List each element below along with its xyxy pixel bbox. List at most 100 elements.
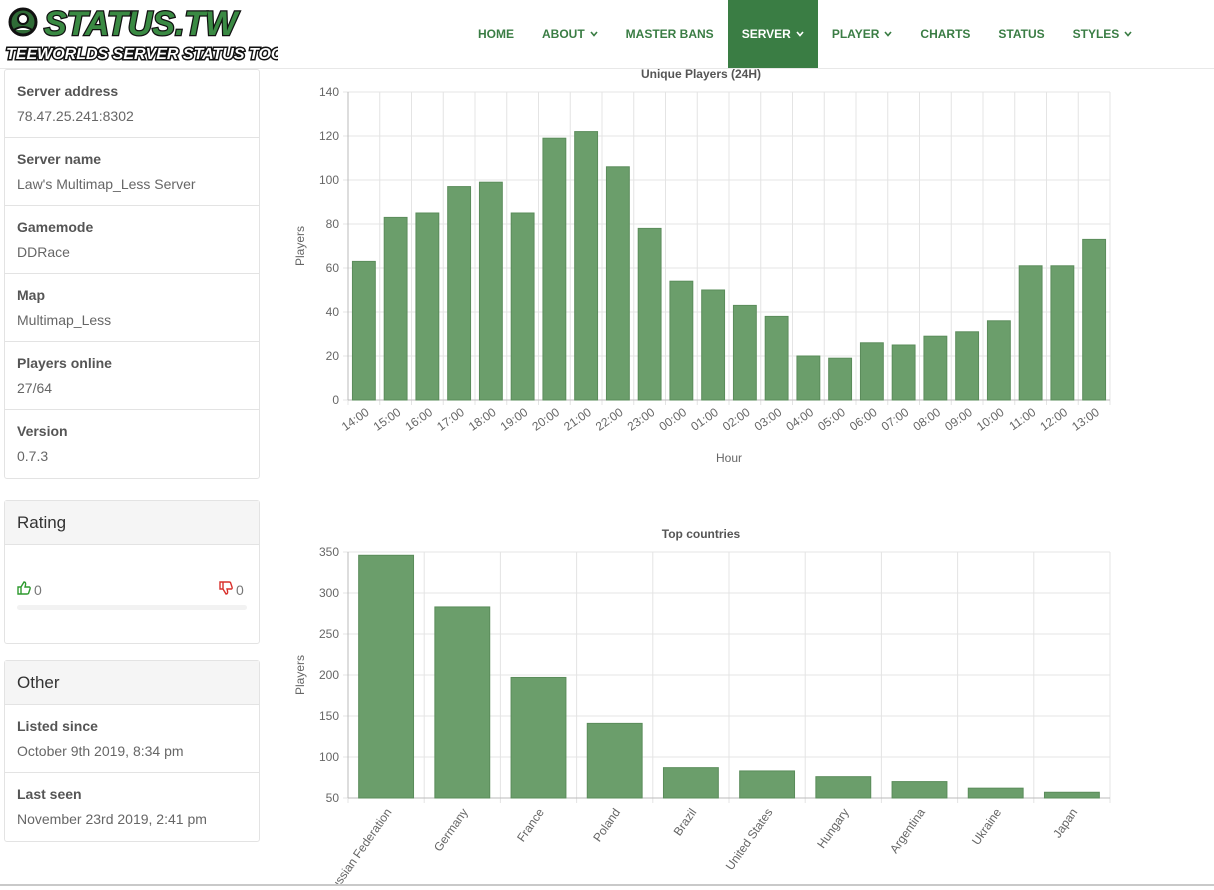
x-tick-label: 05:00 — [815, 405, 848, 434]
bar — [859, 342, 884, 401]
info-label: Last seen — [17, 786, 82, 802]
info-value: Law's Multimap_Less Server — [17, 176, 196, 192]
x-tick-label: 16:00 — [402, 405, 435, 434]
x-tick-label: Germany — [431, 806, 471, 854]
info-value: October 9th 2019, 8:34 pm — [17, 743, 184, 759]
info-label: Map — [17, 287, 45, 303]
info-value: DDRace — [17, 244, 70, 260]
like-button[interactable]: 0 — [17, 581, 42, 598]
info-label: Server name — [17, 151, 102, 167]
nav-item-label: SERVER — [741, 27, 791, 41]
nav-item-label: STATUS — [998, 27, 1045, 41]
svg-text:TEEWORLDS SERVER STATUS TOOL: TEEWORLDS SERVER STATUS TOOL — [6, 46, 278, 63]
bar — [764, 315, 789, 401]
nav-item-master-bans[interactable]: MASTER BANS — [612, 0, 728, 68]
info-row: Server name Law's Multimap_Less Server — [5, 138, 259, 206]
y-tick-label: 20 — [326, 349, 340, 363]
info-value: 78.47.25.241:8302 — [17, 108, 134, 124]
info-value: 0.7.3 — [17, 448, 49, 464]
x-tick-label: 13:00 — [1069, 405, 1102, 434]
bar — [891, 344, 916, 401]
x-tick-label: Poland — [590, 806, 623, 845]
bar — [828, 357, 853, 401]
y-tick-label: 60 — [326, 261, 340, 275]
x-tick-label: 11:00 — [1006, 405, 1038, 433]
nav-item-server[interactable]: SERVER — [727, 0, 818, 68]
thumbs-down-icon — [219, 581, 236, 598]
nav-item-player[interactable]: PLAYER — [818, 0, 907, 68]
other-panel: Other Listed since October 9th 2019, 8:34… — [4, 660, 260, 842]
x-tick-label: 23:00 — [625, 405, 658, 434]
bar — [967, 787, 1024, 799]
bar — [986, 320, 1011, 401]
bar — [574, 131, 599, 401]
nav-item-label: HOME — [478, 27, 514, 41]
x-tick-label: Japan — [1050, 806, 1080, 841]
other-title: Other — [5, 661, 259, 705]
x-tick-label: 01:00 — [688, 405, 721, 434]
like-count: 0 — [34, 581, 42, 598]
nav-item-styles[interactable]: STYLES — [1059, 0, 1147, 68]
bar — [351, 260, 376, 401]
bar — [891, 781, 948, 799]
nav-item-label: PLAYER — [831, 27, 880, 41]
x-tick-label: 10:00 — [974, 405, 1007, 434]
nav-item-charts[interactable]: CHARTS — [906, 0, 984, 68]
bar — [383, 216, 408, 401]
info-row: Server address 78.47.25.241:8302 — [5, 70, 259, 138]
info-label: Version — [17, 423, 68, 439]
bar — [434, 606, 491, 799]
nav-item-home[interactable]: HOME — [464, 0, 528, 68]
x-tick-label: 19:00 — [498, 405, 531, 434]
dislike-button[interactable]: 0 — [219, 581, 244, 598]
x-tick-label: 03:00 — [752, 405, 785, 434]
bar — [796, 355, 821, 401]
bar — [510, 676, 567, 799]
x-tick-label: 15:00 — [371, 405, 404, 434]
x-tick-label: Ukraine — [969, 805, 1004, 847]
bar — [1082, 238, 1107, 401]
top-countries-chart: 50 100 150 200 250 300 350 Russian Federation Ge… — [293, 545, 1111, 884]
bar — [923, 335, 948, 401]
x-tick-label: 21:00 — [561, 405, 594, 434]
x-tick-label: 22:00 — [593, 405, 626, 434]
chart-title-unique-players: Unique Players (24H) — [640, 67, 762, 81]
bar — [662, 767, 719, 799]
rating-panel: Rating 0 0 — [4, 500, 260, 644]
bar — [586, 722, 643, 799]
bar — [1043, 791, 1100, 799]
x-tick-label: 12:00 — [1037, 405, 1070, 434]
nav-item-about[interactable]: ABOUT — [528, 0, 612, 68]
info-row: Listed since October 9th 2019, 8:34 pm — [5, 705, 259, 773]
dislike-count: 0 — [236, 581, 244, 598]
nav-item-status[interactable]: STATUS — [984, 0, 1058, 68]
thumbs-up-icon — [17, 581, 34, 598]
y-axis-title: Players — [293, 226, 307, 266]
rating-progress-bar — [17, 605, 247, 610]
y-tick-label: 100 — [319, 173, 339, 187]
unique-players-chart: 0 20 40 60 80 100 120 140 14:00 15:00 16:00 17:00 18… — [293, 85, 1111, 465]
y-tick-label: 120 — [319, 129, 339, 143]
x-tick-label: 20:00 — [529, 405, 562, 434]
chevron-down-icon — [590, 29, 598, 39]
info-row: Last seen November 23rd 2019, 2:41 pm — [5, 773, 259, 841]
info-row: Version 0.7.3 — [5, 410, 259, 478]
y-tick-label: 140 — [319, 85, 339, 99]
y-tick-label: 350 — [319, 545, 339, 559]
x-tick-label: 17:00 — [434, 405, 467, 434]
site-logo[interactable]: STATUS.TW TEEWORLDS SERVER STATUS TOOL — [4, 2, 295, 65]
y-tick-label: 150 — [319, 709, 339, 723]
x-tick-label: Argentina — [887, 805, 928, 855]
info-row: Gamemode DDRace — [5, 206, 259, 274]
y-tick-label: 100 — [319, 750, 339, 764]
x-tick-label: United States — [723, 806, 776, 873]
x-tick-label: Russian Federation — [323, 806, 394, 884]
chevron-down-icon — [796, 29, 804, 39]
info-label: Server address — [17, 83, 119, 99]
nav-item-label: MASTER BANS — [625, 27, 714, 41]
main-nav: HOME ABOUT MASTER BANS SERVER PLAYER CHARTS ST… — [464, 0, 1146, 68]
x-tick-label: 14:00 — [339, 405, 372, 434]
y-tick-label: 200 — [319, 668, 339, 682]
info-label: Gamemode — [17, 219, 94, 235]
bar — [815, 776, 872, 799]
